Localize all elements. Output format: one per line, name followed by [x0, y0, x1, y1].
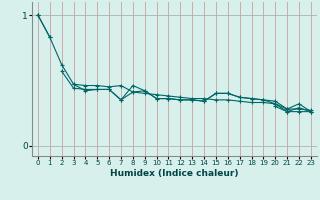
X-axis label: Humidex (Indice chaleur): Humidex (Indice chaleur) — [110, 169, 239, 178]
